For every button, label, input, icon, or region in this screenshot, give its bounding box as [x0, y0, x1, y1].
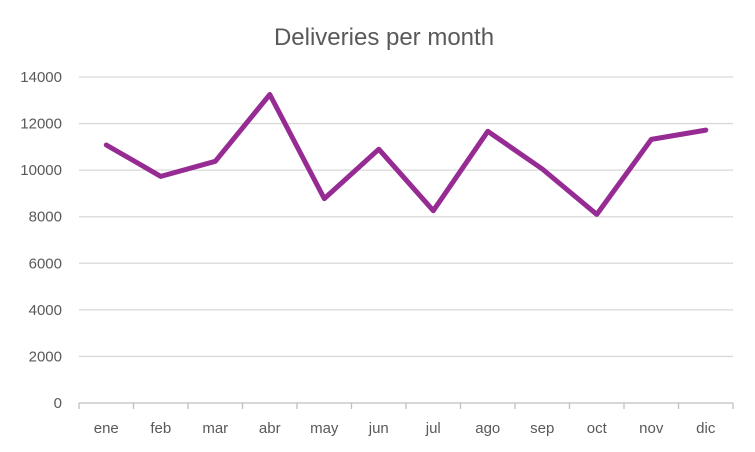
- x-tick-label: nov: [639, 420, 664, 437]
- x-tick-label: jun: [368, 420, 389, 437]
- y-tick-label: 14000: [20, 69, 62, 86]
- x-tick-label: oct: [587, 420, 608, 437]
- y-tick-label: 10000: [20, 162, 62, 179]
- y-tick-label: 0: [54, 395, 62, 412]
- x-tick-label: dic: [696, 420, 716, 437]
- x-tick-label: jul: [425, 420, 441, 437]
- x-tick-label: may: [310, 420, 339, 437]
- x-tick-label: abr: [259, 420, 281, 437]
- y-tick-label: 6000: [29, 255, 62, 272]
- series-layer: [103, 92, 709, 217]
- y-tick-label: 2000: [29, 348, 62, 365]
- chart-title: Deliveries per month: [274, 24, 494, 51]
- x-tick-label: sep: [530, 420, 554, 437]
- x-tick-label: ago: [475, 420, 500, 437]
- x-axis-ticks: ene feb mar abr may jun jul ago sep oct nov dic: [94, 420, 716, 437]
- x-tick-label: mar: [202, 420, 228, 437]
- y-tick-label: 12000: [20, 116, 62, 133]
- y-axis-ticks: 0 2000 4000 6000 8000 10000 12000 14000: [20, 69, 62, 412]
- x-tick-label: ene: [94, 420, 119, 437]
- y-tick-label: 4000: [29, 302, 62, 319]
- gridlines: [78, 76, 734, 409]
- x-tick-label: feb: [150, 420, 171, 437]
- y-tick-label: 8000: [29, 209, 62, 226]
- series-line: [103, 92, 709, 217]
